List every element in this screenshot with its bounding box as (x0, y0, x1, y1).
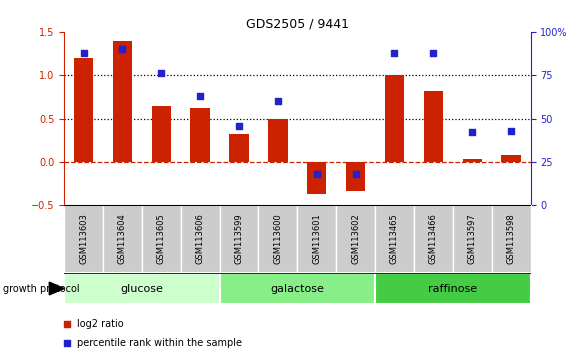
Text: GSM113600: GSM113600 (273, 213, 282, 264)
Point (79, 50, 88, 56)
Bar (181, 205, 220, 273)
Point (118, 46, 127, 52)
Point (507, 128, 516, 133)
Bar (346, 162, 366, 190)
Bar (385, 75, 404, 162)
Bar (414, 205, 453, 273)
Point (234, 123, 244, 129)
Point (390, 50, 399, 56)
Bar (152, 105, 171, 162)
Point (312, 171, 321, 177)
Text: GSM113599: GSM113599 (234, 213, 244, 264)
Text: GSM113604: GSM113604 (118, 213, 127, 264)
Bar (142, 205, 181, 273)
Text: GSM113602: GSM113602 (351, 213, 360, 264)
Bar (191, 108, 210, 162)
Point (63, 321, 72, 327)
Polygon shape (49, 282, 64, 295)
Text: GSM113605: GSM113605 (157, 213, 166, 264)
Point (429, 50, 438, 56)
Text: galactose: galactose (271, 284, 324, 293)
Point (195, 93, 205, 99)
Bar (297, 205, 336, 273)
Bar (375, 205, 414, 273)
Bar (103, 205, 142, 273)
Bar (424, 91, 443, 162)
Text: GSM113466: GSM113466 (429, 213, 438, 264)
Bar (268, 119, 287, 162)
Text: GSM113598: GSM113598 (507, 213, 515, 264)
Point (351, 171, 360, 177)
Text: GSM113465: GSM113465 (390, 213, 399, 264)
Point (157, 71, 166, 76)
Bar (220, 205, 258, 273)
Bar (491, 205, 531, 273)
Bar (64, 205, 103, 273)
Bar (220, 273, 375, 304)
Bar (113, 41, 132, 162)
Bar (307, 162, 326, 194)
Bar (453, 205, 491, 273)
Point (273, 98, 283, 104)
Text: growth protocol: growth protocol (3, 284, 79, 293)
Text: GSM113606: GSM113606 (196, 213, 205, 264)
Point (468, 130, 477, 135)
Bar (462, 159, 482, 162)
Bar (336, 205, 375, 273)
Bar (229, 134, 249, 162)
Text: GSM113603: GSM113603 (79, 213, 88, 264)
Text: GSM113597: GSM113597 (468, 213, 477, 264)
Bar (258, 205, 297, 273)
Title: GDS2505 / 9441: GDS2505 / 9441 (246, 18, 349, 31)
Bar (74, 58, 93, 162)
Text: raffinose: raffinose (429, 284, 477, 293)
Text: glucose: glucose (121, 284, 163, 293)
Text: percentile rank within the sample: percentile rank within the sample (77, 338, 242, 348)
Bar (64, 273, 220, 304)
Text: log2 ratio: log2 ratio (77, 319, 124, 329)
Bar (375, 273, 531, 304)
Text: GSM113601: GSM113601 (312, 213, 321, 264)
Bar (501, 155, 521, 162)
Point (63, 341, 72, 346)
